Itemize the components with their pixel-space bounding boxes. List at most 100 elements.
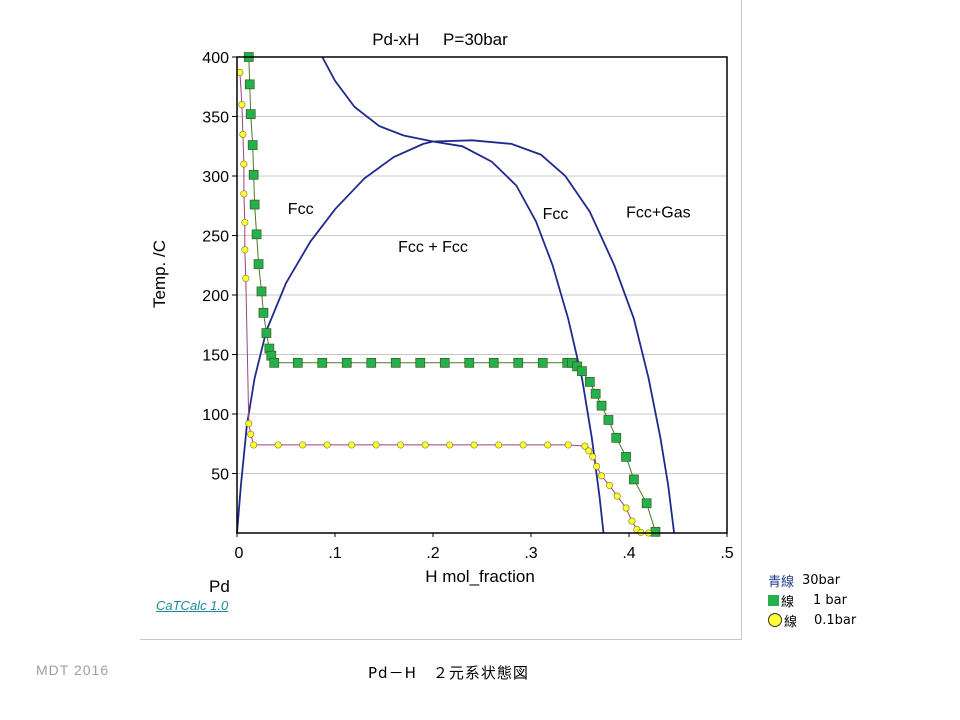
data-point (241, 246, 249, 254)
data-point (239, 130, 247, 138)
data-point (253, 259, 264, 269)
marker-layer (236, 52, 661, 537)
data-point (446, 441, 454, 449)
data-point (513, 357, 524, 368)
data-point (415, 357, 426, 368)
data-point (470, 441, 478, 449)
x-tick-label: .2 (426, 545, 439, 562)
data-point (593, 462, 601, 470)
data-point (292, 357, 303, 368)
data-point (397, 441, 405, 449)
legend-key: 青線 (768, 574, 795, 590)
data-point (274, 441, 282, 449)
data-point (390, 357, 401, 368)
y-tick-label: 150 (202, 348, 229, 365)
data-point (269, 357, 280, 368)
data-point (598, 472, 606, 480)
data-point (621, 451, 631, 462)
y-tick-label: 400 (202, 50, 229, 67)
data-point (585, 447, 593, 455)
data-point (537, 357, 548, 368)
yellow-circle-icon (768, 613, 782, 627)
data-point (245, 109, 256, 119)
data-point (240, 190, 248, 198)
data-point (650, 526, 661, 537)
phase-label: Fcc + Fcc (398, 239, 468, 256)
data-point (581, 442, 589, 450)
data-point (564, 441, 572, 449)
label-layer: 50 100 150 200 250 300 350 400 0 .1 .2 .3 .4 .5 Pd H mo… (150, 30, 734, 596)
data-point (249, 199, 260, 210)
x-tick-label: .4 (622, 545, 635, 562)
footer-title: Pd－H ２元系状態図 (368, 664, 529, 682)
data-point (605, 481, 613, 489)
data-point (299, 441, 307, 449)
x-tick-label: .3 (524, 545, 537, 562)
data-point (323, 441, 331, 449)
data-point (544, 441, 552, 449)
x-tick-label: .1 (328, 545, 341, 562)
legend: 青線 30bar 線 1 bar 線 0.1bar (768, 570, 864, 630)
data-point (242, 274, 250, 282)
data-point (603, 415, 614, 425)
data-point (238, 101, 246, 109)
y-tick-label: 100 (202, 407, 229, 424)
data-point (464, 357, 475, 368)
data-point (611, 432, 622, 443)
green-square-icon (768, 594, 779, 606)
data-point (519, 441, 527, 449)
x-axis-label: H mol_fraction (425, 567, 535, 586)
legend-label: 0.1bar (814, 612, 857, 628)
data-point (366, 357, 377, 368)
data-point (629, 474, 639, 485)
phase-label: Fcc+Gas (626, 205, 690, 222)
phase-label: Fcc (288, 201, 314, 218)
data-point (247, 430, 255, 438)
x-tick-label: .5 (720, 545, 733, 562)
data-point (250, 441, 258, 449)
data-point (577, 366, 587, 377)
phase-label: Fcc (543, 206, 569, 223)
y-tick-label: 300 (202, 169, 229, 186)
data-point (241, 218, 249, 226)
legend-key: 線 (784, 614, 798, 630)
catcalc-link[interactable]: CaTCalc 1.0 (156, 598, 229, 613)
data-point (244, 79, 255, 90)
data-point (248, 169, 259, 180)
data-point (251, 229, 262, 240)
data-point (421, 441, 429, 449)
data-point (317, 357, 328, 368)
series-line-30bar (432, 139, 675, 534)
y-tick-label: 250 (202, 229, 229, 246)
data-point (628, 517, 636, 525)
grid-layer (237, 116, 727, 474)
data-point (341, 357, 352, 368)
data-point (613, 492, 621, 500)
x-tick-label: 0 (235, 545, 244, 562)
data-point (488, 357, 499, 368)
legend-label: 1 bar (813, 592, 847, 608)
chart-title: Pd-xH P=30bar (372, 30, 508, 49)
legend-key: 線 (781, 594, 795, 610)
y-tick-label: 350 (202, 110, 229, 127)
data-point (348, 441, 356, 449)
data-point (240, 160, 248, 168)
data-point (247, 140, 258, 150)
data-point (258, 308, 269, 318)
legend-item-1bar: 線 1 bar (768, 590, 864, 610)
data-point (596, 400, 607, 411)
legend-item-0-1bar: 線 0.1bar (768, 610, 864, 630)
data-point (641, 498, 652, 509)
plot-frame (140, 0, 742, 640)
data-point (495, 441, 503, 449)
data-point (439, 357, 450, 368)
series-line-30bar (321, 56, 434, 143)
series-line-30bar (236, 140, 434, 534)
data-point (622, 504, 630, 512)
data-point (256, 286, 267, 297)
y-axis-label: Temp. /C (150, 240, 169, 308)
data-point (372, 441, 380, 449)
legend-item-30bar: 青線 30bar (768, 570, 864, 590)
y-tick-label: 200 (202, 288, 229, 305)
